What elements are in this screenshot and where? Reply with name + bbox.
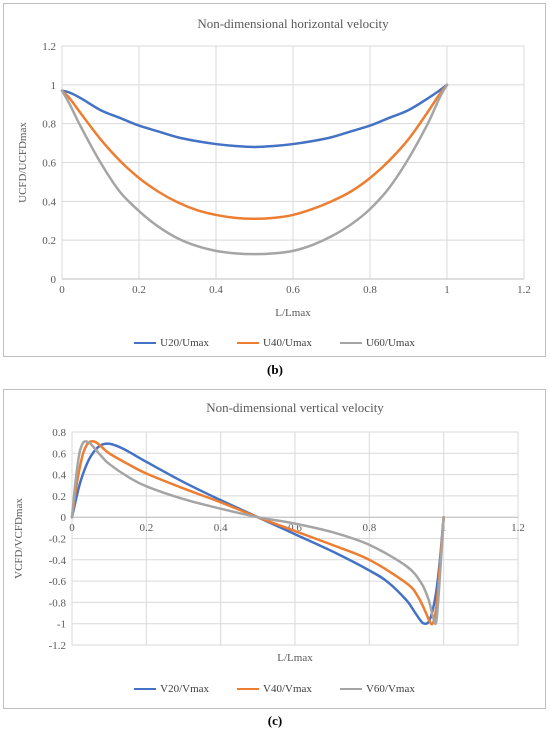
y-tick-label: 0.8 xyxy=(52,427,66,439)
y-tick-label: 0.4 xyxy=(52,470,66,482)
series-line xyxy=(70,440,445,626)
series-line xyxy=(70,442,445,625)
vertical-velocity-chart: Non-dimensional vertical velocity 0.8 0.6 0… xyxy=(13,400,525,664)
legend-label: V40/Vmax xyxy=(263,683,312,695)
y-axis-label: VCFD/VCFDmax xyxy=(13,498,25,579)
chart-title: Non-dimensional vertical velocity xyxy=(206,400,384,415)
x-tick-label: 0.2 xyxy=(139,522,153,534)
legend-swatch xyxy=(237,342,260,344)
legend-swatch xyxy=(339,342,362,344)
y-tick-label: 0.2 xyxy=(42,235,56,247)
chart-title: Non-dimensional horizontal velocity xyxy=(197,16,389,31)
x-tick-label: 0.8 xyxy=(363,284,377,296)
legend-label: V60/Vmax xyxy=(365,683,415,695)
series-line xyxy=(60,83,449,149)
y-tick-label: 0.8 xyxy=(42,119,56,131)
y-axis-label: UCFD/UCFDmax xyxy=(17,122,29,203)
series-line xyxy=(60,83,449,221)
y-tick-label: 0.6 xyxy=(52,448,66,460)
y-tick-label: 0.2 xyxy=(52,491,66,503)
x-tick-label: 0 xyxy=(69,522,75,534)
y-tick-label: -0.6 xyxy=(49,576,67,588)
x-tick-label: 0.2 xyxy=(132,284,146,296)
figure-caption-b: (b) xyxy=(267,362,283,377)
legend-swatch xyxy=(339,688,362,690)
legend-item: V60/Vmax xyxy=(339,683,415,695)
y-tick-label: -1 xyxy=(57,619,66,631)
legend-item: V40/Vmax xyxy=(237,683,312,695)
y-tick-label: -0.4 xyxy=(49,555,67,567)
legend-item: U20/Umax xyxy=(134,337,209,349)
x-tick-label: 0 xyxy=(59,284,65,296)
figure-caption-c: (c) xyxy=(267,713,283,728)
x-tick-label: 1.2 xyxy=(511,522,525,534)
legend-swatch xyxy=(134,688,157,690)
x-tick-label: 1.2 xyxy=(517,284,531,296)
y-tick-label: 1.2 xyxy=(42,41,56,53)
legend-label: U60/Umax xyxy=(365,337,415,349)
y-tick-label: -0.2 xyxy=(49,534,66,546)
x-tick-label: 0.4 xyxy=(214,522,228,534)
series-line xyxy=(60,83,449,256)
legend-horizontal: U20/Umax U40/Umax U60/Umax xyxy=(4,337,545,349)
legend-item: U60/Umax xyxy=(339,337,415,349)
y-tick-label: 0.4 xyxy=(42,196,56,208)
x-tick-label: 0.6 xyxy=(286,284,300,296)
y-tick-label: 0 xyxy=(61,512,67,524)
legend-item: V20/Vmax xyxy=(134,683,209,695)
chart-panel-horizontal: Non-dimensional horizontal velocity 0 0.2 0… xyxy=(3,3,546,357)
legend-label: U40/Umax xyxy=(263,337,312,349)
chart-panel-vertical: Non-dimensional vertical velocity 0.8 0.6 0… xyxy=(3,389,546,709)
y-tick-label: 0.6 xyxy=(42,158,56,170)
x-tick-label: 0.4 xyxy=(209,284,223,296)
horizontal-velocity-chart: Non-dimensional horizontal velocity 0 0.2 0… xyxy=(17,16,531,319)
x-axis-label: L/Lmax xyxy=(277,652,313,664)
legend-swatch xyxy=(134,342,157,344)
y-tick-label: -1.2 xyxy=(49,640,66,652)
legend-vertical: V20/Vmax V40/Vmax V60/Vmax xyxy=(4,683,545,695)
legend-swatch xyxy=(237,688,260,690)
y-tick-label: 1 xyxy=(51,80,57,92)
x-axis-label: L/Lmax xyxy=(275,307,311,319)
x-tick-label: 0.8 xyxy=(362,522,376,534)
legend-label: V20/Vmax xyxy=(160,683,210,695)
x-tick-label: 1 xyxy=(444,284,450,296)
series-line xyxy=(70,440,445,626)
y-tick-label: 0 xyxy=(51,274,57,286)
legend-item: U40/Umax xyxy=(237,337,312,349)
legend-label: U20/Umax xyxy=(160,337,210,349)
y-tick-label: -0.8 xyxy=(49,597,67,609)
